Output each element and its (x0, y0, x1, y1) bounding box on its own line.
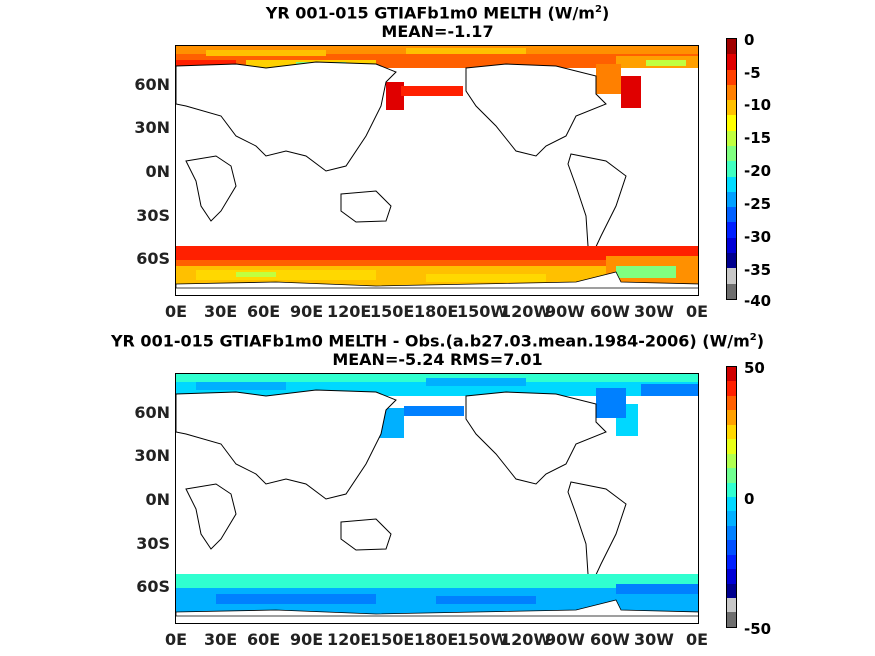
panel1-lat-60s: 60S (136, 249, 170, 268)
colorbar-segment (727, 395, 736, 411)
panel2-lon-30e: 30E (204, 630, 238, 649)
panel1-map (175, 45, 699, 296)
colorbar-segment (727, 381, 736, 396)
panel1-cb-label-40: -40 (744, 292, 772, 310)
panel1-lon-120e: 120E (327, 302, 372, 321)
colorbar-segment (727, 367, 736, 382)
colorbar-segment (727, 410, 736, 425)
panel2-title-sup: 2 (749, 332, 757, 343)
panel2-lon-120e: 120E (327, 630, 372, 649)
panel1-cb-label-0: 0 (744, 31, 755, 49)
colorbar-segment (727, 84, 736, 101)
panel2-colorbar (726, 366, 737, 628)
panel1-title: YR 001-015 GTIAFb1m0 MELTH (W/m2) (0, 0, 875, 23)
panel1-lon-30e: 30E (204, 302, 238, 321)
panel2-lon-60w: 60W (590, 630, 630, 649)
panel2-cb-label-50: 50 (744, 359, 765, 377)
panel2-lat-30s: 30S (136, 534, 170, 553)
colorbar-segment (727, 54, 736, 70)
panel2-cb-label-0: 0 (744, 490, 755, 508)
colorbar-segment (727, 439, 736, 454)
panel2-title: YR 001-015 GTIAFb1m0 MELTH - Obs.(a.b27.… (0, 328, 875, 351)
panel2-lon-90w: 90W (545, 630, 585, 649)
panel1-lon-60e: 60E (247, 302, 281, 321)
panel2-lon-0e: 0E (165, 630, 188, 649)
colorbar-segment (727, 130, 736, 146)
colorbar-segment (727, 612, 736, 627)
panel1-title-sup: 2 (594, 4, 602, 15)
panel2-map (175, 373, 699, 624)
panel1-cb-label-10: -10 (744, 96, 772, 114)
colorbar-segment (727, 237, 736, 253)
colorbar-segment (727, 540, 736, 555)
panel2-map-svg (176, 374, 698, 623)
colorbar-segment (727, 482, 736, 497)
panel1-lat-60n: 60N (134, 75, 170, 94)
colorbar-segment (727, 525, 736, 541)
panel1-lat-30n: 30N (134, 118, 170, 137)
panel1-lon-90e: 90E (290, 302, 324, 321)
panel2-lon-0e-end: 0E (686, 630, 709, 649)
colorbar-segment (727, 176, 736, 192)
panel1-cb-label-5: -5 (744, 64, 761, 82)
colorbar-segment (727, 569, 736, 584)
panel1-lon-30w: 30W (634, 302, 674, 321)
panel1-lon-0e: 0E (165, 302, 188, 321)
colorbar-segment (727, 453, 736, 469)
panel1-cb-label-30: -30 (744, 228, 772, 246)
panel2-title-text: YR 001-015 GTIAFb1m0 MELTH - Obs.(a.b27.… (110, 331, 750, 351)
panel1-cb-label-15: -15 (744, 129, 772, 147)
panel1-lat-30s: 30S (136, 206, 170, 225)
colorbar-segment (727, 252, 736, 269)
panel1-map-svg (176, 46, 698, 295)
panel2-lon-90e: 90E (290, 630, 324, 649)
colorbar-segment (727, 583, 736, 598)
panel2-lon-150w: 150W (457, 630, 509, 649)
panel2-lon-30w: 30W (634, 630, 674, 649)
colorbar-segment (727, 496, 736, 512)
panel2-lat-0n: 0N (145, 490, 170, 509)
colorbar-segment (727, 511, 736, 526)
colorbar-segment (727, 598, 736, 613)
panel1-title-close: ) (601, 3, 610, 23)
colorbar-segment (727, 145, 736, 162)
panel2-cb-label-neg50: -50 (744, 620, 772, 638)
panel1-cb-label-25: -25 (744, 195, 772, 213)
colorbar-segment (727, 468, 736, 483)
panel1-cb-label-35: -35 (744, 261, 772, 279)
colorbar-segment (727, 115, 736, 131)
colorbar-segment (727, 100, 736, 116)
colorbar-segment (727, 39, 736, 55)
panel1-lon-150e: 150E (370, 302, 415, 321)
colorbar-segment (727, 283, 736, 299)
panel1-title-text: YR 001-015 GTIAFb1m0 MELTH (W/m (265, 3, 595, 23)
panel1-lon-180e: 180E (414, 302, 459, 321)
panel1-lat-0n: 0N (145, 162, 170, 181)
colorbar-segment (727, 161, 736, 177)
panel1-lon-90w: 90W (545, 302, 585, 321)
panel1-mean: MEAN=-1.17 (381, 22, 494, 41)
panel1-colorbar (726, 38, 737, 300)
panel1-lon-60w: 60W (590, 302, 630, 321)
colorbar-segment (727, 424, 736, 440)
panel1-cb-label-20: -20 (744, 162, 772, 180)
panel2-lat-60s: 60S (136, 577, 170, 596)
panel2-lat-60n: 60N (134, 403, 170, 422)
colorbar-segment (727, 69, 736, 85)
panel2-lon-150e: 150E (370, 630, 415, 649)
panel2-mean-rms: MEAN=-5.24 RMS=7.01 (332, 350, 543, 369)
colorbar-segment (727, 268, 736, 284)
colorbar-segment (727, 222, 736, 238)
panel2-lon-180e: 180E (414, 630, 459, 649)
panel2-lon-120w: 120W (500, 630, 552, 649)
colorbar-segment (727, 191, 736, 208)
colorbar-segment (727, 554, 736, 570)
colorbar-segment (727, 207, 736, 223)
panel2-lon-60e: 60E (247, 630, 281, 649)
panel2-lat-30n: 30N (134, 446, 170, 465)
panel1-lon-120w: 120W (500, 302, 552, 321)
panel1-lon-0e-end: 0E (686, 302, 709, 321)
panel1-lon-150w: 150W (457, 302, 509, 321)
panel2-title-close: ) (756, 331, 765, 351)
